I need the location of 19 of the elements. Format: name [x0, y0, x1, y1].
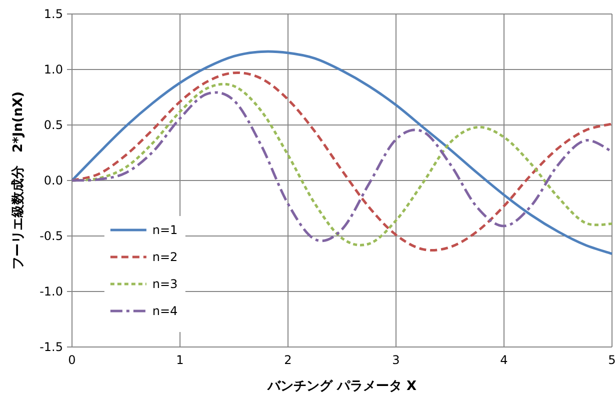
y-tick-label: 0.0 — [44, 174, 63, 188]
x-tick-label: 5 — [608, 353, 615, 367]
y-tick-label: -0.5 — [40, 229, 63, 243]
y-tick-label: 0.5 — [44, 118, 63, 132]
x-tick-label: 1 — [176, 353, 184, 367]
legend-label: n=1 — [152, 223, 178, 238]
y-tick-label: 1.0 — [44, 62, 63, 76]
y-axis-title: フーリエ級数成分 2*Jn(nX) — [11, 91, 26, 270]
legend-label: n=4 — [152, 304, 178, 318]
legend-label: n=2 — [152, 250, 178, 264]
x-tick-label: 0 — [68, 353, 76, 367]
y-tick-label: -1.5 — [40, 340, 63, 354]
x-axis-title: バンチング パラメータ X — [266, 379, 417, 394]
legend-label: n=3 — [152, 277, 178, 292]
y-tick-label: 1.5 — [44, 7, 63, 21]
x-tick-label: 3 — [392, 353, 400, 367]
y-tick-label: -1.0 — [40, 284, 63, 298]
x-tick-label: 2 — [284, 353, 292, 367]
x-tick-label: 4 — [500, 353, 508, 367]
